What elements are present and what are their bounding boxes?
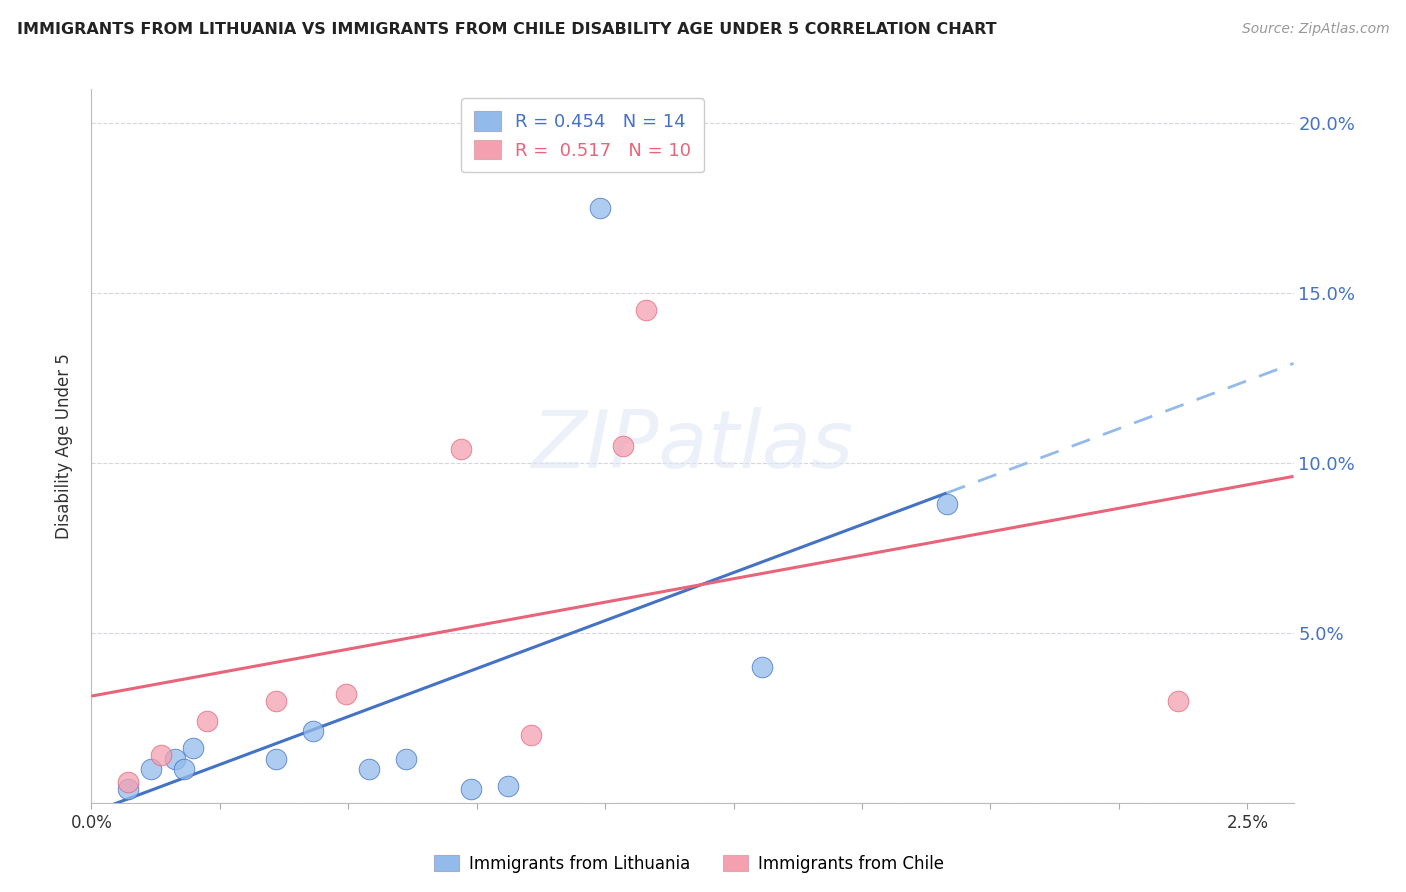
Y-axis label: Disability Age Under 5: Disability Age Under 5 xyxy=(55,353,73,539)
Point xyxy=(460,782,482,797)
Point xyxy=(612,439,634,453)
Point xyxy=(395,751,418,765)
Point xyxy=(173,762,195,776)
Point xyxy=(450,442,472,457)
Point xyxy=(141,762,163,776)
Point xyxy=(302,724,325,739)
Point xyxy=(117,782,139,797)
Point xyxy=(589,201,612,215)
Point xyxy=(181,741,204,756)
Point xyxy=(519,728,541,742)
Text: Source: ZipAtlas.com: Source: ZipAtlas.com xyxy=(1241,22,1389,37)
Legend: R = 0.454   N = 14, R =  0.517   N = 10: R = 0.454 N = 14, R = 0.517 N = 10 xyxy=(461,98,704,172)
Legend: Immigrants from Lithuania, Immigrants from Chile: Immigrants from Lithuania, Immigrants fr… xyxy=(427,848,950,880)
Point xyxy=(149,748,172,763)
Point xyxy=(117,775,139,789)
Text: ZIPatlas: ZIPatlas xyxy=(531,407,853,485)
Point xyxy=(636,303,658,318)
Point xyxy=(335,687,357,701)
Point xyxy=(266,751,288,765)
Point xyxy=(266,694,288,708)
Point xyxy=(751,660,773,674)
Point xyxy=(357,762,380,776)
Text: IMMIGRANTS FROM LITHUANIA VS IMMIGRANTS FROM CHILE DISABILITY AGE UNDER 5 CORREL: IMMIGRANTS FROM LITHUANIA VS IMMIGRANTS … xyxy=(17,22,997,37)
Point xyxy=(935,497,957,511)
Point xyxy=(163,751,186,765)
Point xyxy=(496,779,519,793)
Point xyxy=(1167,694,1189,708)
Point xyxy=(195,714,218,729)
